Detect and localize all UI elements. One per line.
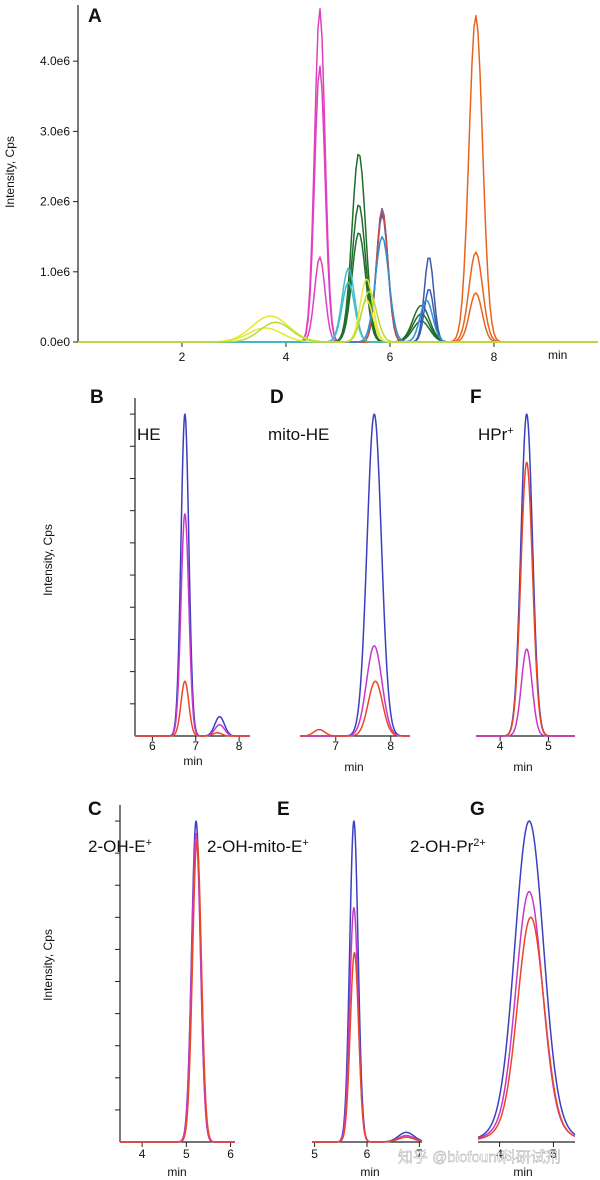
panel-g-x-tick-label: 4 [496,1147,503,1161]
watermark-text: 知乎 @biofount科研试剂 [398,1149,561,1166]
panel-g-xlabel: min [513,1165,532,1179]
panel-f-series-2 [475,461,576,737]
panel-a-series-14 [78,267,598,343]
panel-c-series-1 [119,820,236,1143]
panel-f-letter: F [470,387,482,408]
panel-a-series-1 [78,8,598,343]
panel-b-series-3 [134,680,251,737]
panel-b-series-2 [134,513,251,737]
panel-e-x-tick-label: 6 [364,1147,371,1161]
panel-b-he: B HE Intensity, Cps min 6 7 8 [41,387,251,768]
panel-f-compound-label: HPr+ [478,425,514,444]
panel-c-series-3 [119,839,236,1143]
panel-a-x-tick-label: 2 [179,350,186,364]
panel-a-y-tick-label: 4.0e6 [40,54,70,68]
panel-e-x-tick-label: 5 [311,1147,318,1161]
panel-d-compound-label: mito-HE [268,425,329,444]
panel-b-series-1 [134,413,251,737]
panel-a-series-15 [78,281,598,343]
panel-b-letter: B [90,387,104,408]
panel-a-plot-area: 2 4 6 8 0.0e0 1.0e6 2.0e6 3.0e6 4.0e6 [40,5,598,364]
panel-a-series-6 [78,292,598,343]
panel-c-plot-area: 4 5 6 [115,805,236,1161]
panel-e-series-1 [311,820,423,1143]
panel-f-series-1 [475,413,576,737]
panel-a-x-tick-label: 6 [387,350,394,364]
panel-d-series-3 [299,680,411,737]
panel-c-x-tick-label: 5 [183,1147,190,1161]
panel-e-series-2 [311,906,423,1143]
panel-e-x-tick-label: 7 [416,1147,423,1161]
panel-g-compound-label: 2-OH-Pr2+ [410,837,486,856]
panel-a-ylabel: Intensity, Cps [3,136,17,208]
panel-a-letter: A [88,6,102,27]
panel-a-chromatogram: A Intensity, Cps min 2 4 6 8 0.0e0 1.0e6 2.0e6… [3,5,598,364]
panel-c-series-2 [119,833,236,1143]
panel-a-y-tick-label: 3.0e6 [40,124,70,138]
panel-b-x-tick-label: 7 [192,739,199,753]
panel-a-x-tick-label: 4 [283,350,290,364]
panel-f-x-tick-label: 4 [497,739,504,753]
panel-f-x-tick-label: 5 [545,739,552,753]
panel-b-ylabel: Intensity, Cps [41,524,55,596]
panel-d-x-tick-label: 8 [387,739,394,753]
panel-d-xlabel: min [344,760,363,774]
panel-a-xlabel: min [548,348,567,362]
panel-c-xlabel: min [167,1165,186,1179]
panel-c-ylabel: Intensity, Cps [41,929,55,1001]
panel-a-series-18 [78,291,598,343]
panel-e-compound-label: 2-OH-mito-E+ [207,837,309,856]
panel-c-x-tick-label: 6 [227,1147,234,1161]
panel-a-y-tick-label: 2.0e6 [40,195,70,209]
panel-g-series-1 [477,820,576,1139]
panel-a-y-tick-label: 1.0e6 [40,265,70,279]
panel-d-series-2 [299,645,411,737]
panel-a-series-4 [78,14,598,343]
panel-f-xlabel: min [513,760,532,774]
panel-e-xlabel: min [360,1165,379,1179]
panel-c-letter: C [88,799,102,820]
panel-e-letter: E [277,799,290,820]
panel-a-x-tick-label: 8 [491,350,498,364]
panel-d-series-1 [299,413,411,737]
panel-a-series-2 [78,65,598,343]
panel-d-x-tick-label: 7 [332,739,339,753]
panel-g-x-tick-label: 5 [550,1147,557,1161]
panel-b-xlabel: min [183,754,202,768]
panel-d-letter: D [270,387,284,408]
panel-a-y-tick-label: 0.0e0 [40,335,70,349]
panel-g-letter: G [470,799,485,820]
panel-e-series-3 [311,951,423,1143]
panel-a-series-16 [78,278,598,343]
panel-g-series-3 [477,916,576,1140]
panel-b-x-tick-label: 6 [149,739,156,753]
panel-e-2-oh-mito-e: E 2-OH-mito-E+ min 5 6 7 [207,799,423,1179]
panel-b-plot-area: 6 7 8 [130,398,251,753]
panel-a-series-7 [78,153,598,343]
panel-e-plot-area: 5 6 7 [311,820,423,1161]
panel-f-series-3 [475,648,576,737]
panel-c-x-tick-label: 4 [139,1147,146,1161]
panel-b-compound-label: HE [137,425,161,444]
panel-b-x-tick-label: 8 [236,739,243,753]
